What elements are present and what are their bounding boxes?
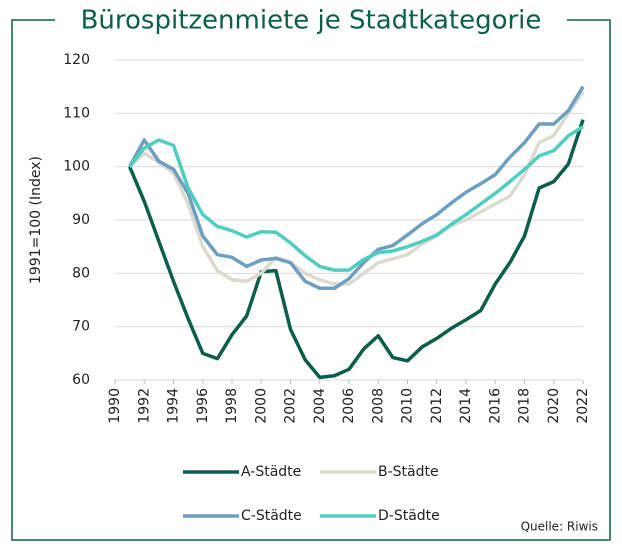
title-background <box>55 4 567 38</box>
x-tick-label: 2004 <box>312 388 328 424</box>
x-tick-label: 1992 <box>136 388 152 424</box>
x-tick-label: 1998 <box>224 388 240 424</box>
x-tick-label: 2022 <box>575 388 591 424</box>
y-tick-label: 110 <box>63 105 90 121</box>
series-line <box>128 85 585 291</box>
series-line <box>128 91 585 286</box>
legend-label: B-Städte <box>378 464 439 480</box>
y-tick-label: 90 <box>72 212 90 228</box>
x-tick-label: 2006 <box>341 388 357 424</box>
source: Quelle: Riwis <box>521 520 598 534</box>
x-tick-label: 2020 <box>546 388 562 424</box>
x-tick-label: 2018 <box>517 388 533 424</box>
x-tick-label: 2014 <box>458 388 474 424</box>
y-tick-label: 60 <box>72 372 90 388</box>
x-tick-label: 2016 <box>487 388 503 424</box>
x-tick-label: 1990 <box>107 388 123 424</box>
x-tick-label: 2012 <box>429 388 445 424</box>
frame <box>11 19 611 541</box>
series-line <box>128 125 584 272</box>
x-tick-label: 1994 <box>166 388 182 424</box>
legend-label: A-Städte <box>241 464 301 480</box>
x-tick-label: 1996 <box>195 388 211 424</box>
legend-label: D-Städte <box>378 508 440 524</box>
x-tick-label: 2010 <box>400 388 416 424</box>
y-tick-label: 120 <box>63 52 90 68</box>
legend-label: C-Städte <box>241 508 302 524</box>
y-tick-label: 100 <box>63 159 90 175</box>
y-tick-label: 80 <box>72 265 90 281</box>
x-tick-label: 2008 <box>370 388 386 424</box>
series-line <box>128 119 585 380</box>
chart-title: Bürospitzenmiete je Stadtkategorie <box>81 6 542 36</box>
y-tick-label: 70 <box>72 319 90 335</box>
x-tick-label: 2002 <box>283 388 299 424</box>
y-axis-label: 1991=100 (Index) <box>28 156 44 284</box>
x-tick-label: 2000 <box>253 388 269 424</box>
